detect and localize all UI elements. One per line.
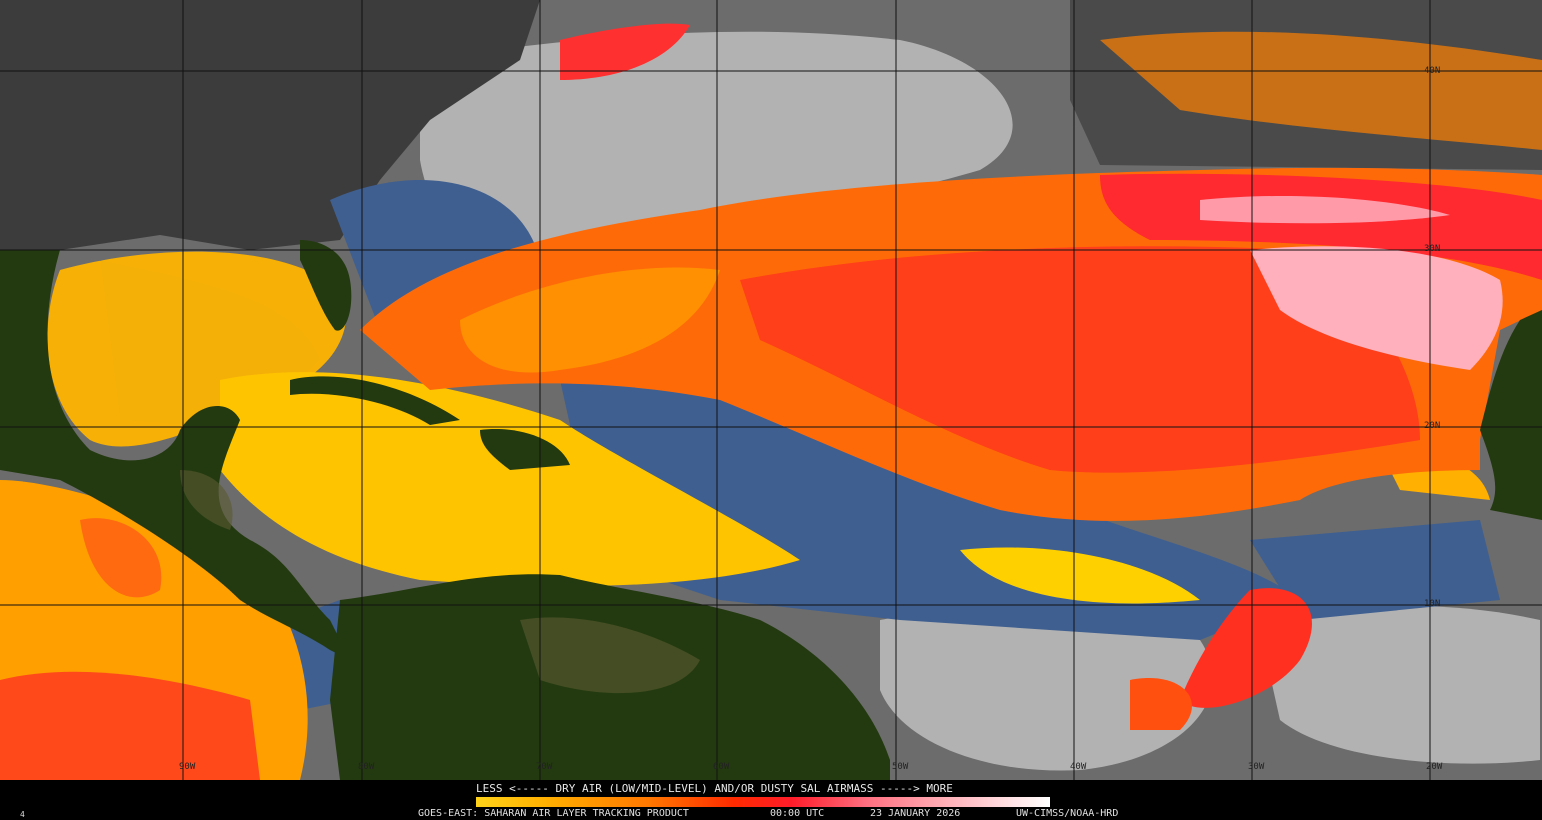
land-texture xyxy=(180,470,700,694)
sal-high-concentration xyxy=(0,23,1542,780)
longitude-label-70w: 70W xyxy=(536,762,553,772)
cloud-bands xyxy=(0,31,1540,771)
latitude-label-20n: 20N xyxy=(1424,421,1441,431)
longitude-label-60w: 60W xyxy=(713,762,730,772)
sal-satellite-map: 90W 80W 70W 60W 50W 40W 30W 20W 40N 30N … xyxy=(0,0,1542,780)
longitude-label-20w: 20W xyxy=(1426,762,1443,772)
satellite-imagery xyxy=(0,0,1542,780)
legend-bar: LESS <----- DRY AIR (LOW/MID-LEVEL) AND/… xyxy=(0,780,1542,820)
frame-number: 4 xyxy=(20,810,25,819)
longitude-label-50w: 50W xyxy=(892,762,909,772)
product-time: 00:00 UTC xyxy=(770,808,825,819)
product-date: 23 JANUARY 2026 xyxy=(870,808,961,819)
north-america-land xyxy=(0,0,540,260)
legend-title: LESS <----- DRY AIR (LOW/MID-LEVEL) AND/… xyxy=(476,782,953,795)
lat-lon-grid xyxy=(0,0,1542,780)
legend-color-ramp xyxy=(476,797,1050,807)
product-credit: UW-CIMSS/NOAA-HRD xyxy=(1016,808,1119,819)
latitude-label-30n: 30N xyxy=(1424,244,1441,254)
latitude-label-10n: 10N xyxy=(1424,599,1441,609)
longitude-label-40w: 40W xyxy=(1070,762,1087,772)
longitude-label-90w: 90W xyxy=(179,762,196,772)
latitude-label-40n: 40N xyxy=(1424,66,1441,76)
longitude-label-80w: 80W xyxy=(358,762,375,772)
product-name: GOES-EAST: SAHARAN AIR LAYER TRACKING PR… xyxy=(418,808,689,819)
longitude-label-30w: 30W xyxy=(1248,762,1265,772)
